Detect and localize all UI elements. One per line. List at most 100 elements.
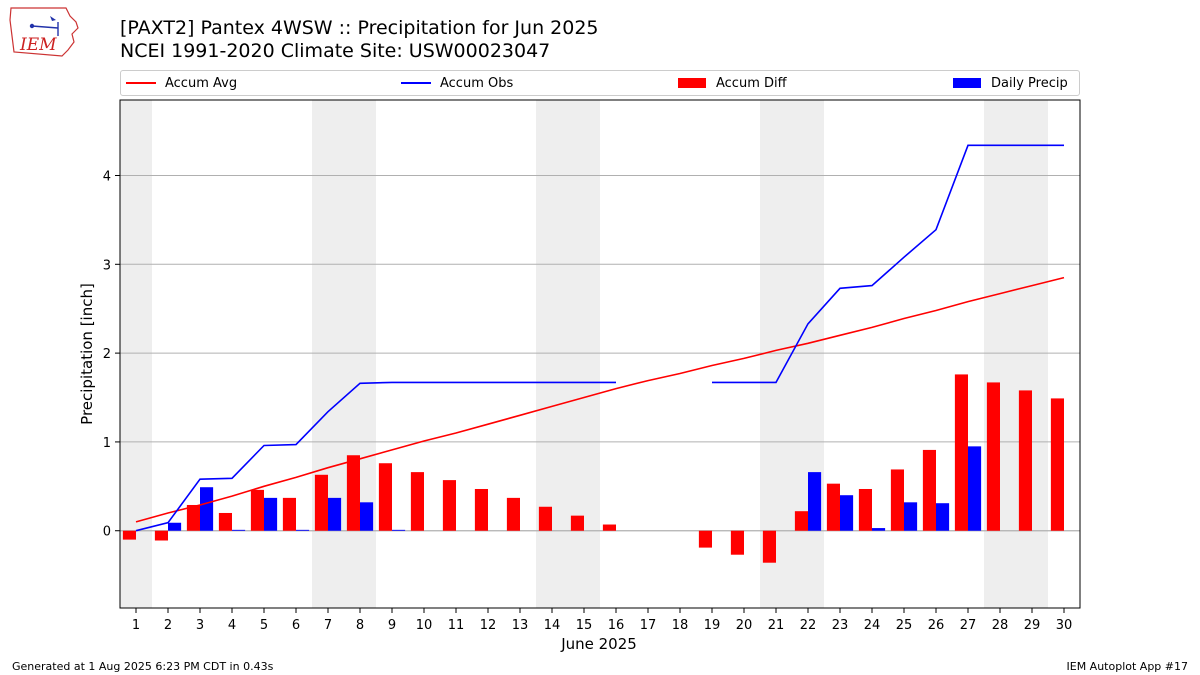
plot-frame xyxy=(119,99,1081,609)
bar-accum-diff-11 xyxy=(442,480,456,531)
bar-daily-precip-23 xyxy=(840,495,854,531)
bar-accum-diff-1 xyxy=(122,530,136,540)
x-tick-label-21: 21 xyxy=(768,618,785,633)
bar-daily-precip-8 xyxy=(360,502,374,531)
x-tick-label-19: 19 xyxy=(704,618,721,633)
footer-generated: Generated at 1 Aug 2025 6:23 PM CDT in 0… xyxy=(12,660,274,673)
legend-item-accum-avg: Accum Avg xyxy=(126,71,237,95)
grid-lines xyxy=(120,174,1080,532)
x-tick-label-2: 2 xyxy=(164,618,172,633)
y-axis-label: Precipitation [inch] xyxy=(78,283,96,425)
chart-subtitle: NCEI 1991-2020 Climate Site: USW00023047 xyxy=(120,40,551,62)
bar-accum-diff-30 xyxy=(1050,398,1064,531)
legend-label-accum-avg: Accum Avg xyxy=(165,75,238,91)
bars xyxy=(122,374,1064,563)
bar-accum-diff-7 xyxy=(314,474,328,531)
legend-label-accum-obs: Accum Obs xyxy=(440,75,514,91)
weekend-band-8 xyxy=(344,100,376,608)
x-tick-label-13: 13 xyxy=(512,618,529,633)
line-accum-obs-seg-1 xyxy=(712,144,1064,384)
legend-swatch-accum-avg xyxy=(126,82,156,84)
x-tick-label-9: 9 xyxy=(388,618,396,633)
bar-accum-diff-20 xyxy=(730,530,744,555)
x-tick-label-17: 17 xyxy=(640,618,657,633)
y-tick-label-2: 2 xyxy=(103,347,111,362)
iem-logo: IEM xyxy=(9,7,79,57)
bar-accum-diff-6 xyxy=(282,497,296,531)
bar-daily-precip-7 xyxy=(328,497,342,531)
x-tick-label-7: 7 xyxy=(324,618,332,633)
line-accum-avg-seg-0 xyxy=(135,276,1065,523)
y-tick-label-4: 4 xyxy=(103,169,111,184)
x-tick-label-3: 3 xyxy=(196,618,204,633)
bar-daily-precip-6 xyxy=(296,529,310,531)
x-tick-label-28: 28 xyxy=(992,618,1009,633)
x-tick-label-22: 22 xyxy=(800,618,817,633)
series-lines xyxy=(135,144,1065,532)
bar-accum-diff-27 xyxy=(954,374,968,531)
x-tick-label-25: 25 xyxy=(896,618,913,633)
legend-item-accum-obs: Accum Obs xyxy=(401,71,513,95)
logo-text: IEM xyxy=(19,35,57,55)
legend-swatch-accum-diff xyxy=(678,78,706,88)
x-tick-label-12: 12 xyxy=(480,618,497,633)
bar-accum-diff-4 xyxy=(218,512,232,531)
bar-accum-diff-25 xyxy=(890,469,904,531)
x-tick-label-29: 29 xyxy=(1024,618,1041,633)
weekend-shading xyxy=(120,100,1048,608)
x-tick-label-24: 24 xyxy=(864,618,881,633)
weekend-band-29 xyxy=(1016,100,1048,608)
x-tick-label-11: 11 xyxy=(448,618,465,633)
bar-daily-precip-4 xyxy=(232,529,246,531)
weekend-band-7 xyxy=(312,100,344,608)
bar-accum-diff-13 xyxy=(506,497,520,531)
bar-accum-diff-15 xyxy=(570,515,584,531)
bar-accum-diff-14 xyxy=(538,506,552,531)
x-axis-label: June 2025 xyxy=(560,635,637,653)
weekend-band-14 xyxy=(536,100,568,608)
bar-daily-precip-25 xyxy=(904,502,918,531)
footer-app: IEM Autoplot App #17 xyxy=(1066,660,1189,673)
bar-accum-diff-22 xyxy=(794,511,808,531)
bar-accum-diff-10 xyxy=(410,472,424,531)
bar-daily-precip-2 xyxy=(168,522,182,531)
bar-daily-precip-27 xyxy=(968,446,982,531)
bar-accum-diff-9 xyxy=(378,463,392,531)
x-tick-label-23: 23 xyxy=(832,618,849,633)
legend-item-daily-precip: Daily Precip xyxy=(953,71,1068,95)
x-tick-label-10: 10 xyxy=(416,618,433,633)
bar-daily-precip-22 xyxy=(808,472,822,531)
x-tick-label-18: 18 xyxy=(672,618,689,633)
bar-accum-diff-8 xyxy=(346,455,360,531)
bar-accum-diff-5 xyxy=(250,489,264,531)
legend-swatch-accum-obs xyxy=(401,82,431,84)
line-accum-obs-seg-0 xyxy=(135,381,616,532)
x-tick-label-16: 16 xyxy=(608,618,625,633)
x-tick-label-6: 6 xyxy=(292,618,300,633)
x-tick-label-8: 8 xyxy=(356,618,364,633)
chart-title: [PAXT2] Pantex 4WSW :: Precipitation for… xyxy=(120,17,599,39)
legend-label-accum-diff: Accum Diff xyxy=(716,75,787,91)
y-tick-label-1: 1 xyxy=(103,436,111,451)
y-tick-label-3: 3 xyxy=(103,258,111,273)
bar-accum-diff-19 xyxy=(698,530,712,548)
weekend-band-28 xyxy=(984,100,1016,608)
legend-item-accum-diff: Accum Diff xyxy=(678,71,787,95)
x-tick-label-27: 27 xyxy=(960,618,977,633)
bar-daily-precip-5 xyxy=(264,497,278,531)
x-tick-label-4: 4 xyxy=(228,618,236,633)
x-tick-label-14: 14 xyxy=(544,618,561,633)
weekend-band-1 xyxy=(120,100,152,608)
bar-accum-diff-26 xyxy=(922,449,936,531)
weekend-band-15 xyxy=(568,100,600,608)
x-tick-label-5: 5 xyxy=(260,618,268,633)
legend: Accum Avg Accum Obs Accum Diff Daily Pre… xyxy=(120,70,1080,96)
x-tick-label-20: 20 xyxy=(736,618,753,633)
legend-label-daily-precip: Daily Precip xyxy=(991,75,1068,91)
x-tick-label-26: 26 xyxy=(928,618,945,633)
weekend-band-22 xyxy=(792,100,824,608)
legend-swatch-daily-precip xyxy=(953,78,981,88)
bar-accum-diff-21 xyxy=(762,530,776,563)
